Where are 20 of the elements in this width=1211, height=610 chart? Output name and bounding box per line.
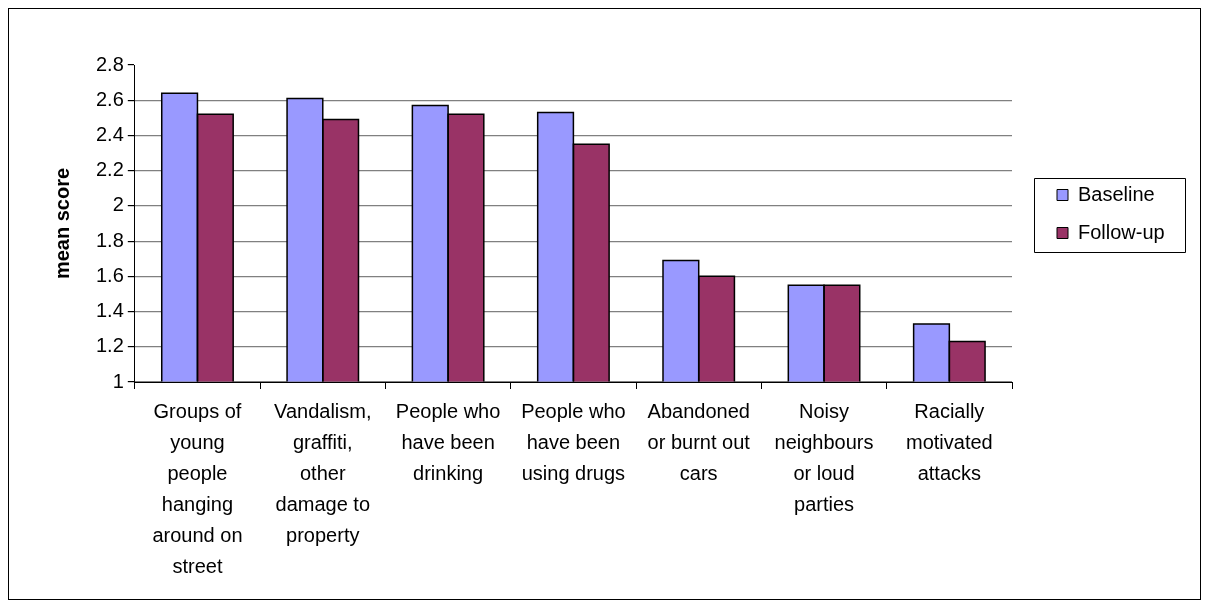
y-tick-label: 2 bbox=[112, 193, 124, 216]
y-tick-label: 2.2 bbox=[95, 158, 124, 181]
x-tick-label: Noisy neighbours or loud parties bbox=[774, 400, 874, 516]
y-tick-label: 2.4 bbox=[95, 122, 124, 145]
y-tick-label: 2.6 bbox=[95, 87, 124, 110]
y-tick-label: 1.6 bbox=[95, 263, 124, 286]
x-tick-label: Groups of young people hanging around on street bbox=[152, 400, 243, 578]
y-tick-label: 1.4 bbox=[95, 299, 124, 322]
y-tick-label: 1.2 bbox=[95, 334, 124, 357]
legend-label: Follow-up bbox=[1078, 220, 1165, 243]
x-tick-label: Racially motivated attacks bbox=[905, 400, 993, 485]
x-tick-label: People who have been using drugs bbox=[521, 400, 626, 485]
y-tick-label: 1 bbox=[112, 369, 124, 392]
y-axis-title: mean score bbox=[50, 167, 73, 280]
y-tick-label: 1.8 bbox=[95, 228, 124, 251]
x-tick-label: Abandoned or burnt out cars bbox=[647, 400, 751, 485]
x-tick-label: Vandalism, graffiti, other damage to property bbox=[274, 400, 372, 547]
legend-label: Baseline bbox=[1078, 182, 1155, 205]
x-tick-label: People who have been drinking bbox=[395, 400, 501, 485]
y-tick-label: 2.8 bbox=[95, 52, 124, 75]
